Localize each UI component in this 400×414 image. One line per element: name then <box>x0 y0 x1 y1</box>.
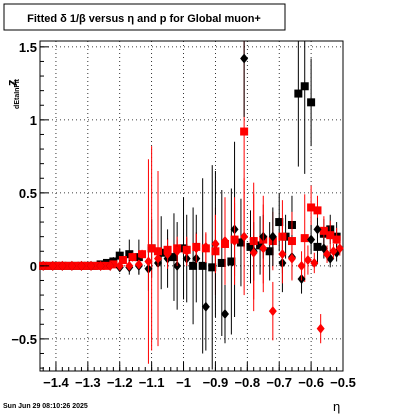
grid <box>40 41 344 371</box>
data-point <box>268 306 277 317</box>
data-point <box>198 261 207 270</box>
data-point <box>169 253 178 262</box>
x-tick-label: −0.5 <box>330 375 356 390</box>
data-point <box>227 257 236 266</box>
data-point <box>154 253 163 264</box>
data-point <box>67 260 76 271</box>
data-point <box>182 246 191 257</box>
data-point <box>220 236 229 247</box>
data-point <box>297 260 306 271</box>
y-axis-label-sub: dEtaInFit <box>14 78 21 109</box>
x-axis-label: η <box>333 399 340 414</box>
y-axis-label-main: z <box>4 79 19 86</box>
title-frame <box>3 3 286 31</box>
data-point <box>313 242 322 251</box>
data-point <box>125 260 134 271</box>
data-point <box>332 235 341 244</box>
data-point <box>109 260 118 269</box>
data-point <box>307 98 316 107</box>
data-point <box>128 253 137 262</box>
data-point <box>278 249 287 260</box>
data-point <box>319 226 328 235</box>
x-tick-label: −0.8 <box>234 375 260 390</box>
data-point <box>201 241 210 252</box>
y-tick-label: 1 <box>30 113 37 128</box>
chart-title: Fitted δ 1/β versus η and p for Global m… <box>27 13 261 25</box>
data-point <box>192 243 201 254</box>
data-point <box>300 82 309 91</box>
x-tick-label: −1.4 <box>43 375 69 390</box>
data-point <box>173 246 182 257</box>
data-point <box>240 127 249 136</box>
data-point <box>313 206 322 215</box>
data-point <box>189 261 198 270</box>
data-point <box>147 244 156 253</box>
data-point <box>310 257 319 268</box>
data-point <box>307 234 316 245</box>
data-point <box>265 247 274 256</box>
data-point <box>201 301 210 312</box>
x-tick-label: −0.7 <box>266 375 292 390</box>
data-point <box>259 243 268 254</box>
data-points <box>39 41 344 370</box>
data-point <box>316 323 325 334</box>
data-point <box>268 231 277 242</box>
data-point <box>87 260 96 271</box>
data-point <box>77 260 86 271</box>
data-point <box>256 241 265 250</box>
y-axis-label: z dEtaInFit <box>4 78 21 109</box>
data-point <box>240 53 249 64</box>
y-tick-label: −0.5 <box>11 332 37 347</box>
data-point <box>326 231 335 240</box>
data-point <box>144 256 153 267</box>
data-point <box>138 250 147 259</box>
axes: −1.4 −1.3 −1.2 −1.1 −1 −0.9 −0.8 −0.7 −0.6 −0.5 −0… <box>11 40 356 390</box>
data-point <box>246 242 255 251</box>
x-tick-label: −0.6 <box>298 375 324 390</box>
x-tick-label: −1.1 <box>139 375 165 390</box>
plot-frame <box>39 40 344 372</box>
data-point <box>217 258 226 267</box>
x-tick-label: −1.3 <box>75 375 101 390</box>
title-box: Fitted δ 1/β versus η and p for Global m… <box>3 3 286 31</box>
data-point <box>230 236 239 247</box>
data-point <box>300 234 309 243</box>
y-tick-label: 0 <box>30 259 37 274</box>
data-point <box>287 253 296 264</box>
data-point <box>208 263 217 272</box>
data-point <box>307 203 316 212</box>
timestamp: Sun Jun 29 08:10:26 2025 <box>3 403 88 410</box>
data-point <box>211 238 220 249</box>
data-point <box>115 260 124 271</box>
x-tick-label: −1.2 <box>107 375 133 390</box>
data-point <box>323 249 332 260</box>
data-point <box>303 255 312 266</box>
data-point <box>275 218 284 227</box>
data-point <box>249 247 258 258</box>
data-point <box>134 259 143 270</box>
data-point <box>313 224 322 235</box>
data-point <box>240 231 249 242</box>
data-point <box>58 260 67 271</box>
y-tick-label: 1.5 <box>19 40 37 55</box>
data-point <box>118 256 127 265</box>
data-point <box>96 260 105 271</box>
data-point <box>335 243 344 254</box>
data-point <box>115 251 124 260</box>
data-point <box>106 260 115 271</box>
data-point <box>163 249 172 260</box>
data-point <box>236 238 245 247</box>
data-point <box>294 89 303 98</box>
data-point <box>220 309 229 320</box>
y-tick-label: 0.5 <box>19 186 37 201</box>
data-point <box>48 260 57 271</box>
data-point <box>329 246 338 257</box>
x-tick-label: −1 <box>176 375 191 390</box>
series-3 <box>39 159 344 364</box>
x-tick-label: −0.9 <box>203 375 229 390</box>
